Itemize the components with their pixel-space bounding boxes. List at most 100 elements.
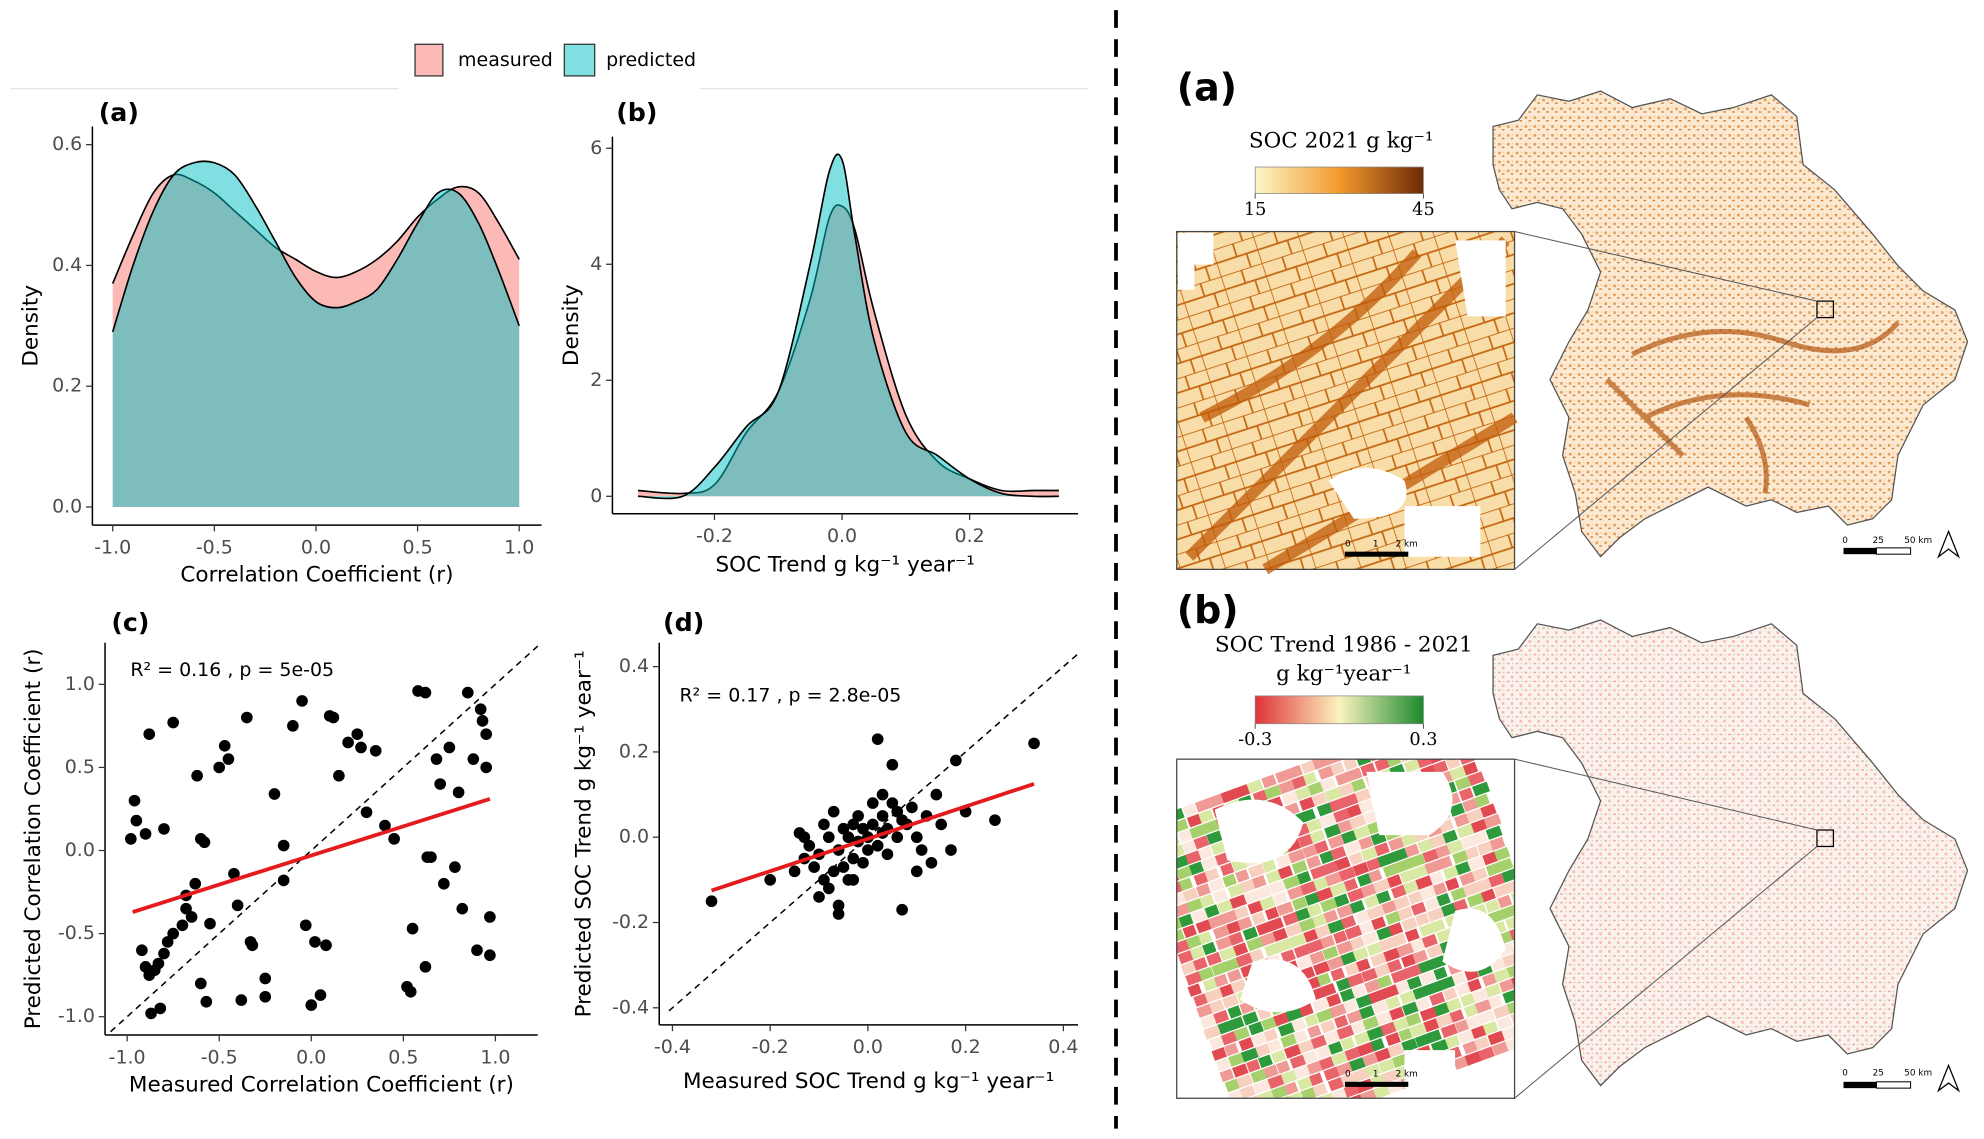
parcel bbox=[1243, 889, 1262, 904]
parcel bbox=[1228, 931, 1244, 946]
parcel bbox=[1267, 1073, 1287, 1089]
scale-label: 0 bbox=[1842, 1068, 1848, 1078]
parcel bbox=[1430, 1038, 1450, 1054]
parcel bbox=[1312, 997, 1330, 1013]
parcel bbox=[1237, 916, 1253, 931]
parcel bbox=[1516, 984, 1534, 999]
parcel bbox=[1550, 997, 1565, 1011]
parcel bbox=[1370, 951, 1389, 967]
point bbox=[158, 947, 170, 960]
point bbox=[847, 852, 860, 865]
parcel bbox=[1334, 893, 1350, 908]
parcel bbox=[1524, 1006, 1539, 1020]
parcel bbox=[1309, 1072, 1324, 1086]
parcel bbox=[1385, 995, 1401, 1010]
colorbar-tick-label: 15 bbox=[1244, 200, 1267, 220]
point bbox=[351, 728, 364, 740]
parcel bbox=[1400, 832, 1419, 847]
parcel bbox=[1314, 923, 1332, 939]
parcel bbox=[1347, 887, 1365, 903]
parcel bbox=[1219, 1068, 1235, 1083]
parcel bbox=[1404, 928, 1420, 943]
parcel bbox=[1339, 759, 1356, 760]
parcel bbox=[1259, 896, 1276, 911]
parcel bbox=[1220, 788, 1240, 804]
density-line bbox=[637, 153, 1059, 500]
point bbox=[822, 882, 835, 895]
colorbar-tick-label: -0.3 bbox=[1238, 730, 1272, 750]
parcel bbox=[1502, 952, 1515, 968]
parcel bbox=[1336, 903, 1355, 919]
parcel bbox=[1232, 1063, 1249, 1078]
parcel bbox=[1302, 843, 1319, 859]
parcel bbox=[1419, 1006, 1438, 1022]
y-tick-label: 0.6 bbox=[52, 133, 82, 155]
parcel bbox=[1446, 839, 1464, 855]
parcel bbox=[1462, 798, 1478, 813]
y-tick-label: 4 bbox=[590, 253, 602, 275]
parcel bbox=[1437, 976, 1456, 991]
point bbox=[456, 902, 469, 915]
inset-map bbox=[1137, 707, 1565, 1120]
panel-label: (a) bbox=[99, 98, 139, 127]
x-tick-label: 0.2 bbox=[955, 525, 985, 547]
parcel bbox=[1380, 1021, 1399, 1036]
parcel bbox=[1137, 844, 1151, 858]
point bbox=[950, 754, 962, 767]
x-tick-label: 1.0 bbox=[504, 536, 534, 558]
parcel bbox=[1546, 986, 1561, 1000]
parcel bbox=[1320, 1104, 1336, 1118]
parcel bbox=[1390, 968, 1410, 984]
parcel bbox=[1248, 1105, 1267, 1120]
parcel bbox=[1377, 852, 1396, 868]
parcel bbox=[1312, 913, 1329, 928]
parcel bbox=[1287, 764, 1303, 779]
parcel bbox=[1364, 979, 1381, 994]
point bbox=[161, 936, 174, 948]
parcel bbox=[1222, 994, 1240, 1009]
parcel bbox=[1416, 759, 1433, 769]
parcel bbox=[1176, 854, 1191, 870]
parcel bbox=[1265, 869, 1282, 884]
north-arrow bbox=[1936, 529, 1961, 559]
parcel bbox=[1277, 1022, 1296, 1037]
parcel bbox=[1176, 902, 1192, 918]
x-axis-title: Measured SOC Trend g kg⁻¹ year⁻¹ bbox=[683, 1069, 1054, 1094]
parcel bbox=[1430, 918, 1446, 933]
parcel bbox=[1472, 987, 1490, 1003]
point bbox=[910, 831, 923, 844]
parcel bbox=[1443, 707, 1461, 722]
colorbar-tick-label: 0.3 bbox=[1409, 730, 1437, 750]
parcel bbox=[1383, 743, 1398, 757]
parcel bbox=[1193, 835, 1210, 850]
point bbox=[876, 810, 889, 822]
parcel bbox=[1313, 961, 1331, 976]
point bbox=[305, 999, 318, 1011]
parcel bbox=[1301, 808, 1316, 822]
parcel bbox=[1443, 743, 1462, 758]
point bbox=[125, 833, 137, 845]
parcel bbox=[1411, 864, 1431, 879]
parcel bbox=[1176, 895, 1177, 911]
parcel bbox=[1304, 1013, 1319, 1028]
point bbox=[379, 819, 391, 832]
parcel bbox=[1229, 1016, 1245, 1031]
parcel bbox=[1324, 871, 1342, 887]
parcel bbox=[1372, 999, 1390, 1015]
parcel bbox=[1358, 799, 1374, 814]
parcel bbox=[1352, 946, 1369, 962]
parcel bbox=[1429, 871, 1444, 885]
parcel bbox=[1419, 885, 1438, 901]
point bbox=[406, 922, 419, 935]
parcel bbox=[1333, 1014, 1349, 1029]
parcel bbox=[1247, 779, 1264, 794]
parcel bbox=[1291, 896, 1308, 911]
fit-line bbox=[132, 797, 491, 914]
point bbox=[419, 961, 432, 973]
parcel bbox=[1295, 785, 1314, 801]
parcel bbox=[1291, 775, 1307, 790]
parcel bbox=[1280, 1069, 1299, 1085]
region-map bbox=[1492, 619, 1969, 1087]
parcel bbox=[1273, 1011, 1291, 1027]
